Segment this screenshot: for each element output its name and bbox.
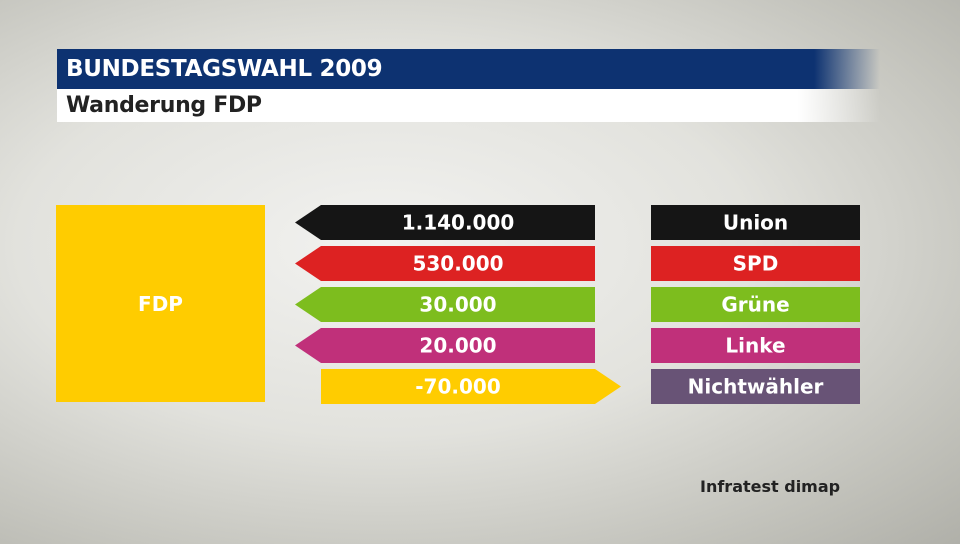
source-party-box-2 <box>651 287 860 322</box>
source-party-label: Union <box>723 211 788 235</box>
source-party-box-1 <box>651 246 860 281</box>
subheader-bar <box>57 89 880 122</box>
page-title: BUNDESTAGSWAHL 2009 <box>66 56 383 82</box>
flow-value-label: 530.000 <box>412 252 503 276</box>
source-party-box-0 <box>651 205 860 240</box>
focus-party-box: FDP <box>56 205 265 402</box>
flow-arrow-4 <box>321 369 621 404</box>
source-party-label: Grüne <box>721 293 789 317</box>
flow-arrow-3 <box>295 328 595 363</box>
flow-arrow-1 <box>295 246 595 281</box>
source-party-label: Nichtwähler <box>688 375 824 399</box>
source-party-label: Linke <box>725 334 785 358</box>
flow-value-label: 1.140.000 <box>402 211 515 235</box>
source-label: Infratest dimap <box>700 477 841 496</box>
header-bar <box>57 49 880 89</box>
focus-party-label: FDP <box>138 291 183 316</box>
flow-arrow-0 <box>295 205 595 240</box>
flow-arrow-2 <box>295 287 595 322</box>
page-subtitle: Wanderung FDP <box>66 93 262 118</box>
flow-value-label: 30.000 <box>419 293 496 317</box>
source-party-box-4 <box>651 369 860 404</box>
source-party-box-3 <box>651 328 860 363</box>
source-party-label: SPD <box>733 252 779 276</box>
flow-value-label: -70.000 <box>415 375 500 399</box>
flow-value-label: 20.000 <box>419 334 496 358</box>
